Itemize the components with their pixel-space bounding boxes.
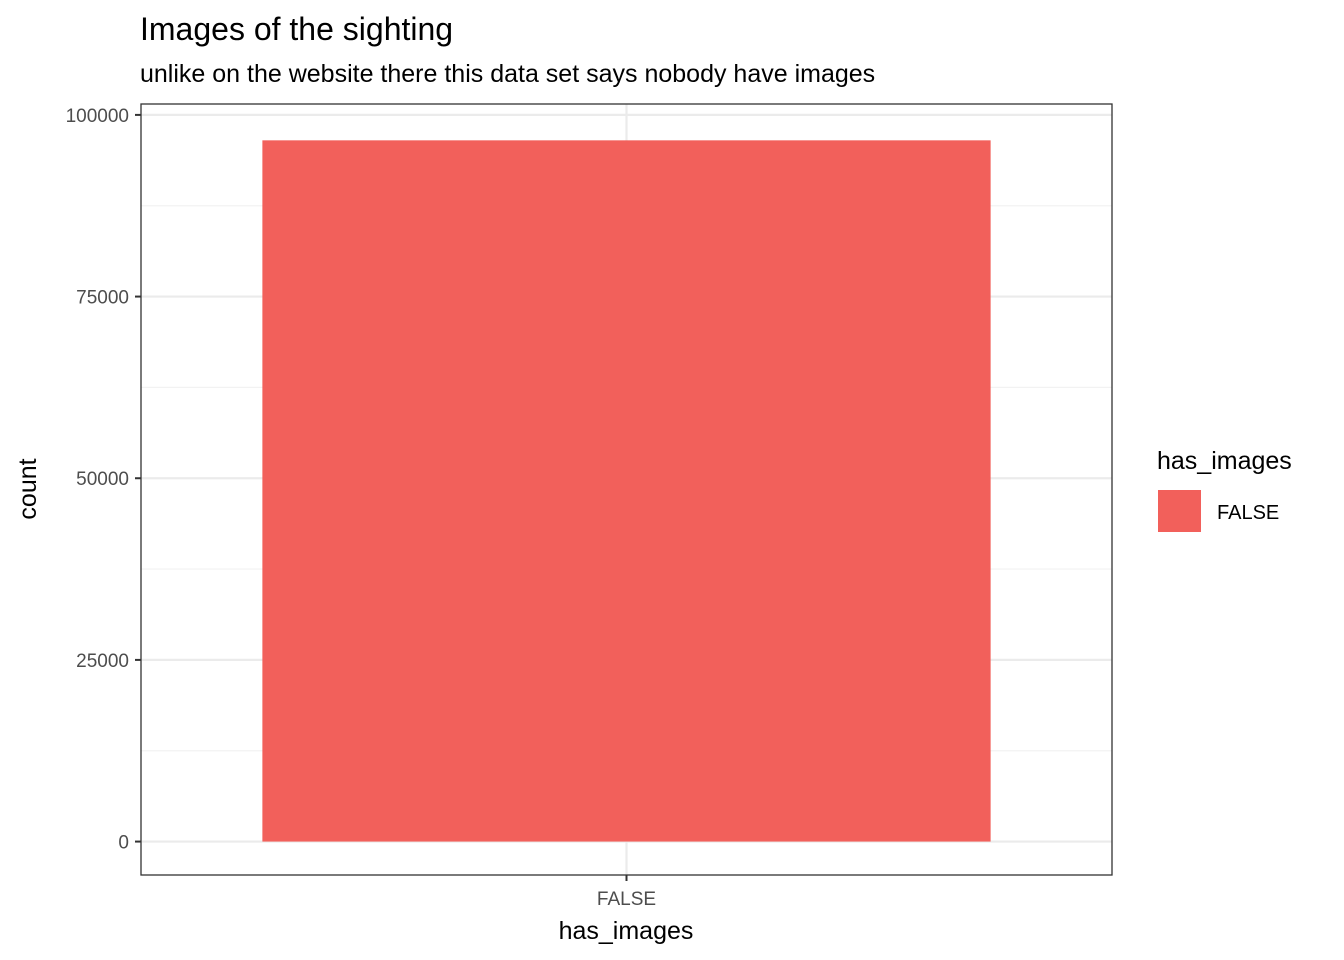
y-tick-label: 100000	[66, 106, 129, 127]
y-tick-label: 25000	[76, 651, 129, 672]
legend: has_images FALSE	[1157, 447, 1292, 532]
x-tick-label: FALSE	[597, 889, 656, 910]
legend-key-false	[1158, 490, 1201, 532]
x-axis-title: has_images	[559, 917, 694, 945]
chart-title: Images of the sighting	[140, 11, 453, 47]
plot-panel: 0 25000 50000 75000 100000 FALSE	[66, 103, 1113, 910]
y-tick-label: 0	[118, 833, 129, 854]
legend-label-false: FALSE	[1217, 502, 1279, 524]
bar-false	[262, 140, 991, 842]
y-tick-label: 75000	[76, 288, 129, 309]
y-tick-label: 50000	[76, 469, 129, 490]
chart-subtitle: unlike on the website there this data se…	[140, 60, 875, 88]
y-axis-title: count	[14, 458, 42, 519]
legend-title: has_images	[1157, 447, 1292, 475]
